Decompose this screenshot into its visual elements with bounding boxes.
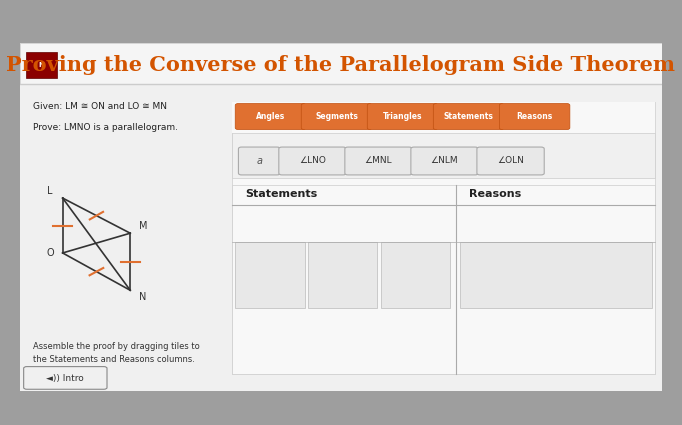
Text: Reasons: Reasons — [469, 189, 522, 199]
FancyBboxPatch shape — [411, 147, 478, 175]
FancyBboxPatch shape — [460, 242, 652, 308]
FancyBboxPatch shape — [232, 102, 655, 133]
Text: ∠MNL: ∠MNL — [365, 156, 392, 165]
Text: O: O — [46, 248, 54, 258]
FancyBboxPatch shape — [499, 104, 570, 130]
Text: ◄)) Intro: ◄)) Intro — [46, 374, 84, 382]
FancyBboxPatch shape — [308, 242, 377, 308]
Text: Statements: Statements — [245, 189, 317, 199]
Text: L: L — [47, 186, 53, 196]
FancyBboxPatch shape — [20, 67, 662, 391]
FancyBboxPatch shape — [24, 367, 107, 389]
Text: N: N — [139, 292, 147, 302]
FancyBboxPatch shape — [433, 104, 504, 130]
FancyBboxPatch shape — [20, 42, 662, 84]
Text: a: a — [256, 156, 263, 166]
FancyBboxPatch shape — [232, 102, 655, 374]
FancyBboxPatch shape — [477, 147, 544, 175]
Text: ∠NLM: ∠NLM — [431, 156, 458, 165]
Text: N: N — [39, 62, 44, 68]
Text: Segments: Segments — [315, 112, 358, 121]
Text: Angles: Angles — [256, 112, 285, 121]
FancyBboxPatch shape — [235, 104, 306, 130]
FancyBboxPatch shape — [235, 242, 305, 308]
FancyBboxPatch shape — [381, 242, 450, 308]
FancyBboxPatch shape — [20, 42, 662, 391]
FancyBboxPatch shape — [301, 104, 372, 130]
Text: M: M — [138, 221, 147, 231]
Text: Triangles: Triangles — [383, 112, 422, 121]
Text: Prove: LMNO is a parallelogram.: Prove: LMNO is a parallelogram. — [33, 123, 178, 132]
Text: ∠OLN: ∠OLN — [497, 156, 524, 165]
FancyBboxPatch shape — [279, 147, 346, 175]
FancyBboxPatch shape — [239, 147, 280, 175]
Text: Assemble the proof by dragging tiles to
the Statements and Reasons columns.: Assemble the proof by dragging tiles to … — [33, 342, 200, 364]
FancyBboxPatch shape — [232, 133, 655, 178]
Text: Reasons: Reasons — [516, 112, 552, 121]
Text: Statements: Statements — [443, 112, 494, 121]
FancyBboxPatch shape — [232, 185, 655, 374]
Text: Given: LM ≅ ON and LO ≅ MN: Given: LM ≅ ON and LO ≅ MN — [33, 102, 167, 111]
FancyBboxPatch shape — [26, 52, 57, 78]
Text: ∠LNO: ∠LNO — [299, 156, 326, 165]
Text: Proving the Converse of the Parallelogram Side Theorem: Proving the Converse of the Parallelogra… — [7, 55, 675, 75]
FancyBboxPatch shape — [368, 104, 438, 130]
FancyBboxPatch shape — [345, 147, 412, 175]
